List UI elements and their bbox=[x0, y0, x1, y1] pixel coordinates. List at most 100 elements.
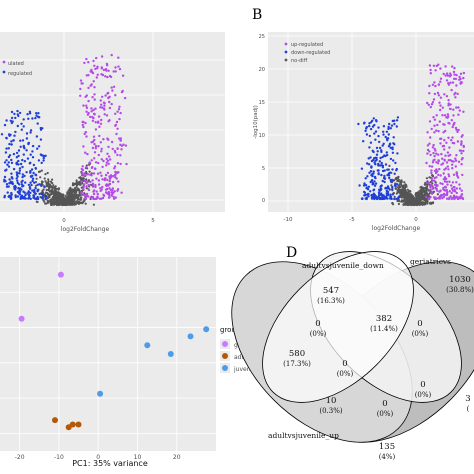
volcano-point-down bbox=[17, 114, 20, 118]
volcano-point-up bbox=[462, 145, 465, 149]
volcano-point-ns bbox=[411, 199, 414, 203]
volcano-point-up bbox=[459, 72, 463, 76]
volcano-point-up bbox=[438, 190, 441, 193]
volcano-point-up bbox=[442, 188, 445, 191]
volcano-point-down bbox=[5, 159, 8, 162]
volcano-point-down bbox=[10, 121, 13, 125]
volcano-point-up bbox=[427, 197, 430, 200]
volcano-point-up bbox=[98, 134, 101, 138]
volcano-point-down bbox=[9, 180, 13, 183]
volcano-point-up bbox=[93, 112, 96, 116]
volcano-point-up bbox=[458, 109, 461, 112]
venn-region-count: 1030 bbox=[449, 275, 471, 285]
volcano-point-ns bbox=[66, 197, 69, 200]
volcano-point-down bbox=[363, 194, 366, 197]
volcano-point-up bbox=[82, 188, 85, 191]
volcano-point-up bbox=[124, 144, 128, 147]
volcano-point-down bbox=[388, 176, 391, 180]
pca-point-juvenile bbox=[167, 351, 174, 357]
volcano-point-up bbox=[107, 162, 110, 165]
volcano-point-down bbox=[31, 150, 34, 153]
volcano-point-down bbox=[369, 156, 372, 159]
volcano-point-up bbox=[450, 187, 454, 190]
volcano-point-down bbox=[391, 193, 395, 196]
volcano-point-up bbox=[116, 153, 119, 157]
venn-region-pct: (0%) bbox=[337, 370, 354, 378]
volcano-point-ns bbox=[393, 195, 396, 198]
volcano-point-ns bbox=[48, 187, 51, 190]
volcano-point-ns bbox=[411, 202, 415, 205]
volcano-point-up bbox=[431, 179, 434, 182]
volcano-point-down bbox=[36, 183, 39, 186]
volcano-point-down bbox=[22, 125, 25, 128]
volcano-point-up bbox=[118, 117, 121, 121]
volcano-point-down bbox=[31, 144, 35, 148]
volcano-point-ns bbox=[66, 201, 69, 204]
volcano-point-up bbox=[94, 67, 97, 71]
volcano-point-ns bbox=[49, 193, 53, 196]
volcano-point-up bbox=[82, 145, 85, 148]
volcano-point-up bbox=[85, 57, 88, 61]
volcano-point-ns bbox=[401, 200, 405, 203]
volcano-point-up bbox=[455, 128, 458, 131]
volcano-point-up bbox=[102, 107, 106, 110]
volcano-point-up bbox=[452, 70, 456, 74]
volcano-point-up bbox=[99, 99, 103, 102]
volcano-point-down bbox=[391, 168, 394, 171]
volcano-point-up bbox=[91, 185, 95, 188]
volcano-point-down bbox=[21, 173, 24, 176]
volcano-point-ns bbox=[67, 199, 71, 202]
volcano-point-up bbox=[442, 131, 445, 134]
volcano-point-up bbox=[101, 95, 104, 99]
volcano-point-down bbox=[10, 140, 13, 143]
volcano-point-up bbox=[446, 165, 449, 168]
volcano-point-up bbox=[438, 197, 442, 200]
volcano-point-down bbox=[37, 115, 40, 119]
volcano-point-ns bbox=[45, 185, 48, 188]
volcano-point-up bbox=[460, 140, 463, 143]
volcano-point-down bbox=[374, 119, 378, 122]
volcano-point-down bbox=[25, 137, 29, 140]
volcano-point-down bbox=[33, 181, 36, 184]
volcano-point-down bbox=[20, 183, 24, 186]
volcano-point-up bbox=[457, 196, 461, 199]
volcano-point-down bbox=[7, 161, 10, 164]
volcano-point-up bbox=[432, 151, 435, 155]
volcano-point-up bbox=[443, 158, 446, 161]
volcano-point-down bbox=[29, 131, 32, 134]
volcano-point-up bbox=[116, 110, 119, 113]
volcano-point-up bbox=[96, 65, 99, 69]
volcano-point-up bbox=[90, 107, 93, 110]
volcano-point-up bbox=[446, 151, 450, 154]
volcano-point-up bbox=[113, 165, 117, 168]
volcano-point-up bbox=[94, 145, 98, 148]
volcano-point-down bbox=[22, 153, 25, 156]
volcano-point-up bbox=[445, 95, 449, 98]
volcano-point-up bbox=[433, 118, 437, 121]
volcano-point-ns bbox=[87, 179, 90, 182]
volcano-point-up bbox=[439, 96, 443, 99]
volcano-point-down bbox=[22, 118, 25, 121]
volcano-point-ns bbox=[397, 188, 400, 192]
volcano-point-up bbox=[430, 169, 433, 172]
volcano-point-up bbox=[84, 130, 88, 134]
volcano-point-up bbox=[99, 189, 102, 193]
volcano-point-down bbox=[16, 179, 19, 182]
volcano-point-ns bbox=[415, 192, 418, 195]
volcano-point-down bbox=[11, 177, 14, 180]
volcano-point-down bbox=[17, 159, 20, 163]
volcano-point-up bbox=[431, 146, 435, 149]
volcano-point-up bbox=[457, 160, 461, 163]
volcano-point-down bbox=[367, 185, 371, 188]
volcano-point-down bbox=[382, 176, 386, 180]
volcano-point-up bbox=[112, 197, 116, 200]
volcano-point-down bbox=[397, 195, 401, 199]
volcano-point-down bbox=[373, 180, 376, 183]
volcano-point-up bbox=[442, 195, 446, 199]
volcano-point-up bbox=[114, 176, 117, 179]
volcano-point-down bbox=[369, 170, 373, 173]
volcano-point-up bbox=[95, 56, 98, 60]
volcano-point-up bbox=[104, 188, 108, 191]
volcano-point-down bbox=[374, 182, 378, 185]
volcano-point-ns bbox=[47, 178, 50, 181]
